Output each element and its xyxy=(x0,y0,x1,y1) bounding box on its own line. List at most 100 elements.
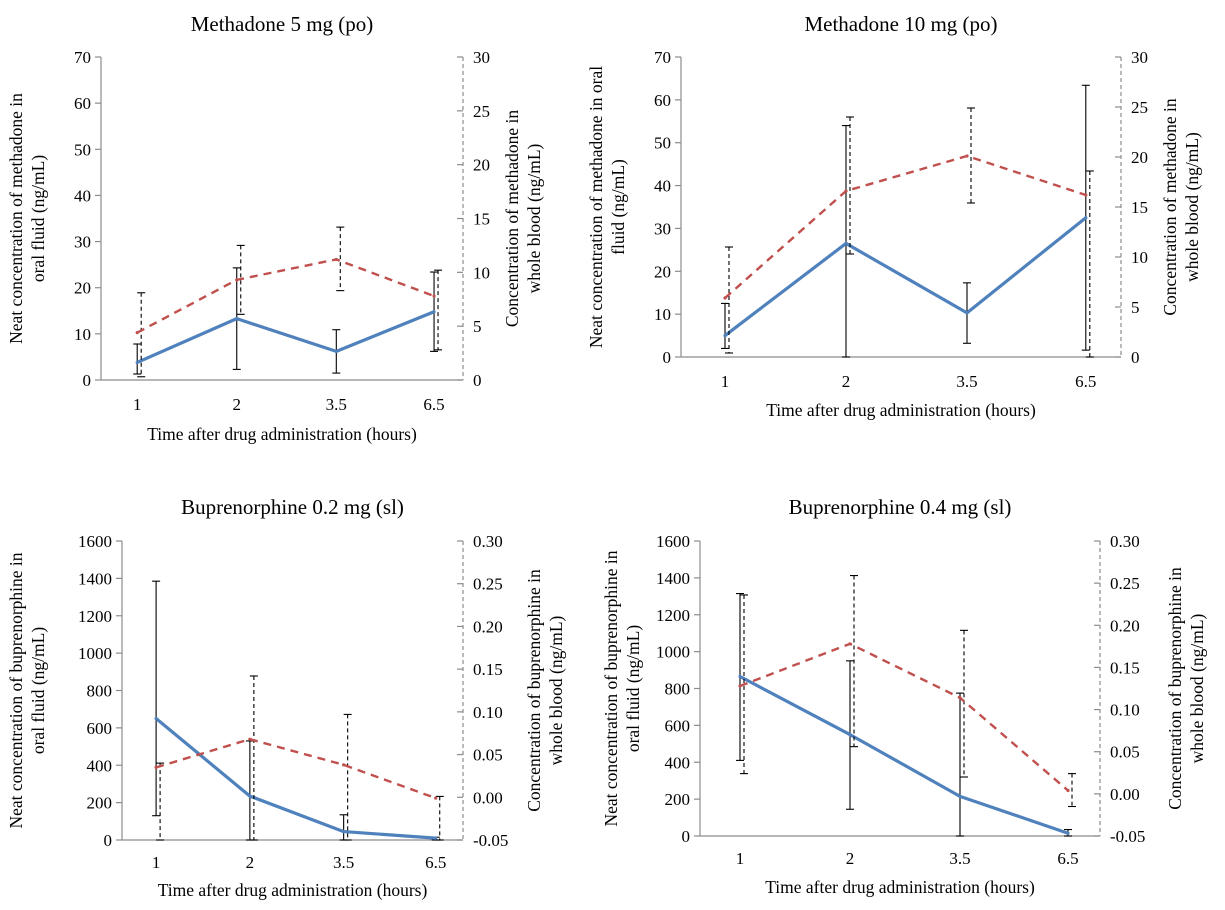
y-axis-label: oral fluid (ng/mL) xyxy=(28,155,48,283)
y-tick-label: 30 xyxy=(654,219,671,238)
data-point xyxy=(334,257,338,262)
y-tick-label: 1400 xyxy=(78,569,112,588)
chart-panel-4: Buprenorphine 0.4 mg (sl)020040060080010… xyxy=(601,495,1207,897)
error-bar xyxy=(336,226,345,292)
x-axis-label: Time after drug administration (hours) xyxy=(766,400,1036,420)
data-point xyxy=(154,716,158,721)
y-tick-label: 70 xyxy=(654,48,671,67)
error-bar xyxy=(435,795,444,841)
error-bar xyxy=(725,246,733,354)
y2-tick-label: 25 xyxy=(1131,98,1148,117)
y2-axis-label: whole blood (ng/mL) xyxy=(1187,613,1207,763)
y-tick-label: 0 xyxy=(83,371,92,390)
y-axis-label: Neat concentration of buprenorphine in xyxy=(601,550,621,826)
series-line-oral-fluid xyxy=(136,310,435,364)
y-tick-label: 400 xyxy=(665,753,691,772)
y2-tick-label: 25 xyxy=(473,102,490,121)
data-point xyxy=(723,333,727,338)
data-point xyxy=(342,763,346,767)
y2-tick-label: 10 xyxy=(473,263,490,282)
data-point xyxy=(334,349,338,353)
data-point xyxy=(235,278,239,282)
data-point xyxy=(1066,831,1070,835)
y2-tick-label: -0.05 xyxy=(473,831,508,850)
data-point xyxy=(965,154,969,158)
y-tick-label: 0 xyxy=(663,348,672,367)
y-tick-label: 0 xyxy=(104,831,113,850)
y2-tick-label: 15 xyxy=(473,210,490,229)
x-axis-label: Time after drug administration (hours) xyxy=(158,880,428,900)
data-point xyxy=(135,331,139,335)
data-point xyxy=(848,642,852,646)
error-bar xyxy=(434,269,443,351)
error-bar xyxy=(137,292,146,378)
chart-title: Buprenorphine 0.2 mg (sl) xyxy=(181,495,404,519)
x-tick-label: 1 xyxy=(133,395,142,414)
y-tick-label: 1600 xyxy=(656,532,690,551)
y-tick-label: 800 xyxy=(665,680,691,699)
y2-tick-label: 0.25 xyxy=(1110,574,1140,593)
y-tick-label: 20 xyxy=(654,262,671,281)
y-tick-label: 200 xyxy=(665,790,691,809)
y2-tick-label: 0.00 xyxy=(1110,785,1140,804)
x-tick-label: 1 xyxy=(736,849,745,868)
y2-axis-label: whole blood (ng/mL) xyxy=(546,615,566,765)
error-bar xyxy=(740,594,748,775)
chart-panel-2: Methadone 10 mg (po) 0 10 20 30 40 50 60 70 0 5 10 1… xyxy=(586,12,1202,420)
x-tick-label: 2 xyxy=(233,395,242,414)
error-bar xyxy=(152,580,161,817)
error-bar xyxy=(956,692,964,837)
y-tick-label: 1200 xyxy=(78,607,112,626)
error-bar xyxy=(1068,773,1076,808)
chart-panel-1: Methadone 5 mg (po) 0 10 20 30 40 50 60 70 0 5 10 15… xyxy=(6,12,544,444)
chart-title: Methadone 10 mg (po) xyxy=(804,12,997,36)
x-tick-label: 3.5 xyxy=(956,372,977,391)
y-tick-label: 70 xyxy=(74,48,91,67)
y2-tick-label: -0.05 xyxy=(1110,827,1145,846)
error-bar xyxy=(846,116,854,255)
error-bar xyxy=(960,629,968,778)
data-point xyxy=(1084,193,1088,197)
data-point xyxy=(432,294,436,298)
chart-title: Methadone 5 mg (po) xyxy=(191,12,374,36)
y2-tick-label: 30 xyxy=(473,48,490,67)
y2-tick-label: 0 xyxy=(473,371,482,390)
data-point xyxy=(248,737,252,741)
x-axis-label: Time after drug administration (hours) xyxy=(765,877,1035,897)
x-tick-label: 6.5 xyxy=(1057,849,1078,868)
y2-tick-label: 30 xyxy=(1131,48,1148,67)
data-point xyxy=(738,674,742,679)
x-tick-label: 2 xyxy=(846,849,855,868)
series-line-blood xyxy=(739,642,1069,792)
series-line-blood xyxy=(724,154,1087,299)
data-point xyxy=(965,311,969,315)
series-line-blood xyxy=(136,258,435,334)
y-axis-label: Neat concentration of methadone in xyxy=(6,93,26,344)
data-point xyxy=(1066,788,1070,793)
y2-tick-label: 0.05 xyxy=(1110,743,1140,762)
data-point xyxy=(342,829,346,834)
y-axis-label: Neat concentration of buprenorphine in xyxy=(6,552,26,828)
error-bar xyxy=(343,713,352,841)
y-tick-label: 30 xyxy=(74,233,91,252)
data-point xyxy=(844,241,848,246)
y-tick-label: 40 xyxy=(74,186,91,205)
error-bar xyxy=(967,107,975,204)
y-tick-label: 600 xyxy=(87,719,113,738)
data-point xyxy=(958,794,962,798)
x-tick-label: 1 xyxy=(721,372,730,391)
y2-tick-label: 0.20 xyxy=(1110,616,1140,635)
x-tick-label: 6.5 xyxy=(1075,372,1096,391)
y-axis-label: fluid (ng/mL) xyxy=(608,159,628,255)
y-tick-label: 10 xyxy=(654,305,671,324)
y2-tick-label: 20 xyxy=(473,156,490,175)
y2-tick-label: 5 xyxy=(473,317,482,336)
data-point xyxy=(432,310,436,314)
series-line-blood xyxy=(155,737,437,800)
y2-tick-label: 0.10 xyxy=(473,703,503,722)
x-tick-label: 2 xyxy=(246,853,255,872)
y2-axis-label: whole blood (ng/mL) xyxy=(524,143,544,293)
error-bar xyxy=(1085,170,1094,358)
